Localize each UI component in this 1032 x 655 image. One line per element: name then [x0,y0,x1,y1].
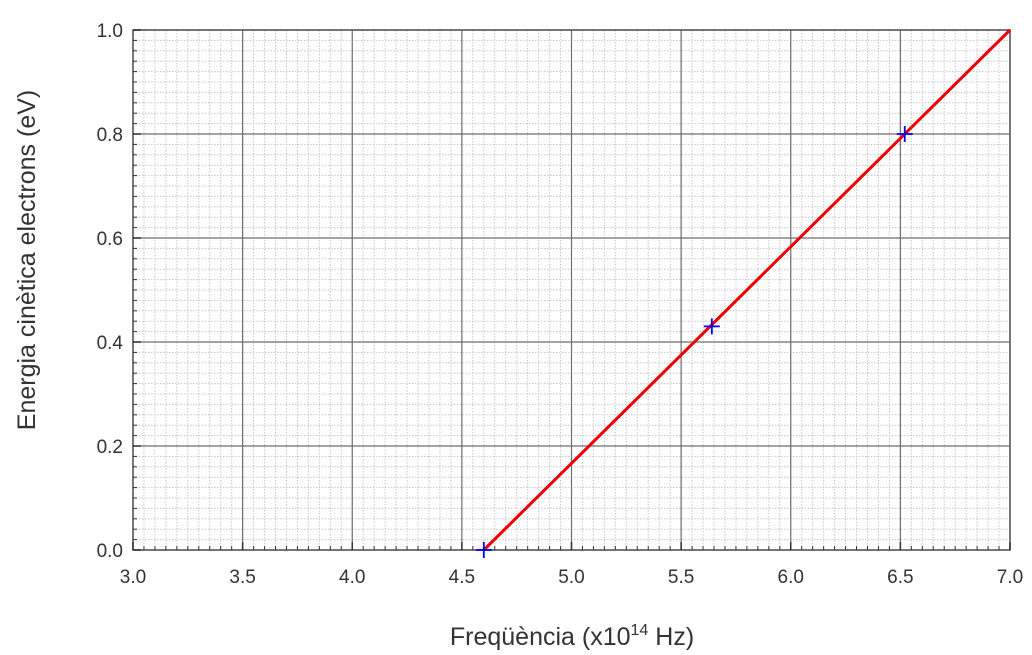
x-axis-title-unit: Hz) [648,623,694,651]
data-point [475,542,492,558]
x-tick-labels: 3.0 3.5 4.0 4.5 5.0 5.5 6.0 6.5 7.0 [120,567,1023,588]
x-tick-label: 5.0 [558,567,584,588]
y-tick-label: 1.0 [97,21,123,42]
fit-line [482,28,1012,552]
x-tick-label: 7.0 [997,567,1023,588]
y-tick-labels: 0.0 0.2 0.4 0.6 0.8 1.0 [97,21,124,562]
y-axis-title: Energia cinètica electrons (eV) [13,90,41,430]
x-tick-label: 3.0 [120,567,146,588]
x-tick-label: 4.0 [339,567,365,588]
x-axis-title: Freqüència (x1014 Hz) [450,622,694,651]
y-tick-label: 0.4 [97,333,124,354]
data-point [896,126,913,142]
x-tick-label: 6.0 [778,567,804,588]
x-tick-label: 5.5 [668,567,694,588]
y-tick-label: 0.2 [97,437,123,458]
y-tick-label: 0.0 [97,541,123,562]
x-axis-title-exponent: 14 [631,622,649,639]
axis-ticks [132,29,1011,551]
y-tick-label: 0.6 [97,229,123,250]
series-layer [475,28,1012,558]
x-tick-label: 4.5 [449,567,475,588]
x-axis-title-main: Freqüència (x10 [450,623,631,651]
x-tick-label: 6.5 [887,567,913,588]
y-tick-label: 0.8 [97,125,123,146]
data-point [703,318,720,335]
x-tick-label: 3.5 [229,567,255,588]
